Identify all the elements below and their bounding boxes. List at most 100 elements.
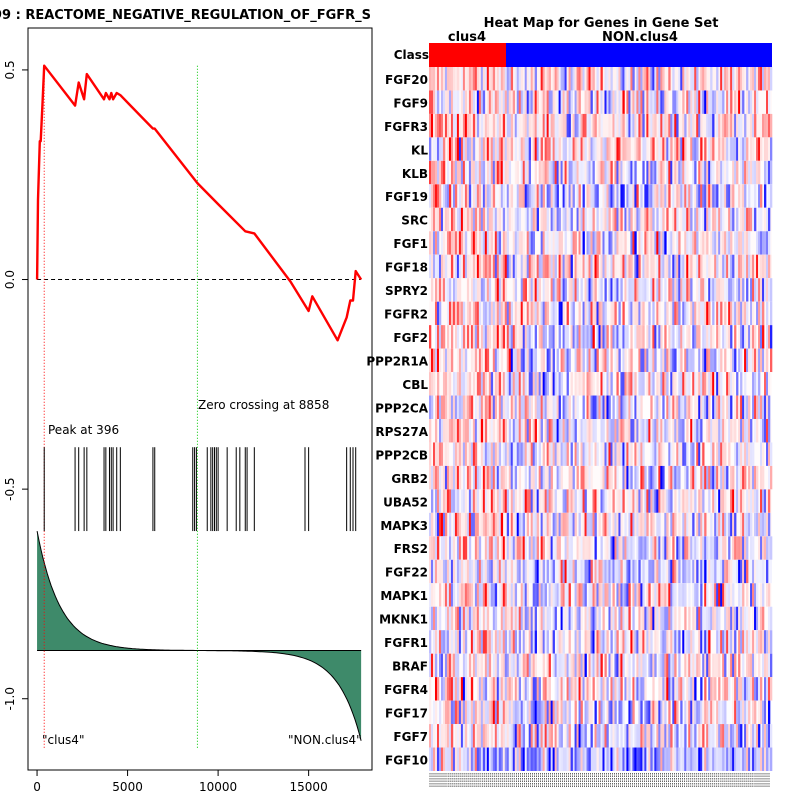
- heatmap-cell: [728, 90, 731, 114]
- heatmap-cell: [552, 160, 555, 185]
- heatmap-cell: [474, 583, 478, 607]
- heatmap-cell: [456, 606, 460, 631]
- heatmap-cell: [754, 254, 757, 279]
- heatmap-cell: [446, 677, 450, 701]
- heatmap-cell: [452, 278, 456, 302]
- heatmap-cell: [672, 442, 675, 466]
- heatmap-cell: [656, 559, 659, 584]
- gene-label: FGF19: [385, 190, 428, 204]
- heatmap-cell: [688, 559, 691, 584]
- heatmap-cell: [696, 512, 699, 537]
- heatmap-cell: [716, 747, 719, 771]
- heatmap-cell: [694, 90, 697, 114]
- heatmap-cell: [442, 700, 446, 725]
- heatmap-cell: [678, 442, 681, 466]
- heatmap-cell: [478, 677, 482, 701]
- heatmap-cell: [646, 325, 649, 349]
- heatmap-cell: [582, 160, 585, 185]
- heatmap-cell: [590, 160, 593, 185]
- heatmap-cell: [590, 630, 593, 654]
- heatmap-cell: [432, 606, 436, 631]
- heatmap-cell: [634, 231, 637, 255]
- heatmap-cell: [514, 442, 518, 466]
- heatmap-cell: [542, 700, 545, 725]
- heatmap-cell: [720, 700, 723, 725]
- heatmap-cell: [438, 559, 442, 584]
- heatmap-cell: [688, 583, 691, 607]
- heatmap-cell: [486, 395, 490, 419]
- heatmap-cell: [506, 606, 510, 631]
- heatmap-cell: [570, 184, 573, 208]
- heatmap-cell: [694, 160, 697, 185]
- heatmap-cell: [614, 325, 617, 349]
- heatmap-cell: [580, 207, 583, 232]
- heatmap-cell: [574, 630, 577, 654]
- heatmap-cell: [576, 325, 579, 349]
- heatmap-cell: [710, 160, 713, 185]
- heatmap-cell: [584, 536, 587, 560]
- heatmap-cell: [576, 747, 579, 771]
- heatmap-cell: [684, 465, 687, 490]
- heatmap-cell: [622, 254, 625, 279]
- heatmap-cell: [656, 90, 659, 114]
- gene-label: FGFR4: [384, 683, 428, 697]
- heatmap-cell: [642, 419, 645, 443]
- heatmap-cell: [534, 465, 537, 490]
- heatmap-cell: [690, 301, 693, 326]
- heatmap-cell: [460, 184, 464, 208]
- heatmap-cell: [534, 536, 537, 560]
- heatmap-cell: [666, 559, 669, 584]
- heatmap-cell: [452, 630, 456, 654]
- heatmap-cell: [608, 184, 611, 208]
- heatmap-cell: [594, 348, 597, 373]
- heatmap-cell: [694, 724, 697, 748]
- heatmap-cell: [632, 583, 635, 607]
- heatmap-cell: [664, 583, 667, 607]
- heatmap-cell: [624, 207, 627, 232]
- heatmap-cell: [652, 419, 655, 443]
- heatmap-cell: [754, 67, 757, 91]
- heatmap-cell: [490, 419, 494, 443]
- heatmap-cell: [472, 465, 476, 490]
- heatmap-cell: [726, 372, 729, 396]
- heatmap-cell: [530, 536, 533, 560]
- heatmap-cell: [586, 160, 589, 185]
- heatmap-cell: [624, 372, 627, 396]
- heatmap-cell: [676, 465, 679, 490]
- heatmap-cell: [766, 348, 769, 373]
- heatmap-cell: [638, 559, 641, 584]
- gene-label: FGF1: [393, 237, 428, 251]
- heatmap-cell: [622, 536, 625, 560]
- heatmap-cell: [744, 231, 747, 255]
- heatmap-cell: [736, 301, 739, 326]
- heatmap-cell: [630, 325, 633, 349]
- heatmap-cell: [714, 512, 717, 537]
- heatmap-cell: [710, 67, 713, 91]
- heatmap-cell: [442, 630, 446, 654]
- heatmap-cell: [762, 231, 765, 255]
- heatmap-cell: [546, 207, 549, 232]
- heatmap-cell: [738, 700, 741, 725]
- heatmap-row: [429, 278, 773, 302]
- heatmap-cell: [742, 395, 745, 419]
- heatmap-cell: [460, 137, 464, 161]
- heatmap-cell: [756, 348, 759, 373]
- heatmap-cell: [544, 278, 547, 302]
- heatmap-cell: [460, 536, 464, 560]
- heatmap-cell: [638, 231, 641, 255]
- heatmap-cell: [522, 442, 526, 466]
- heatmap-cell: [694, 465, 697, 490]
- heatmap-cell: [432, 700, 436, 725]
- heatmap-cell: [460, 160, 464, 185]
- heatmap-cell: [498, 160, 502, 185]
- heatmap-cell: [746, 160, 749, 185]
- heatmap-cell: [512, 489, 516, 513]
- heatmap-cell: [570, 653, 573, 678]
- heatmap-cell: [520, 231, 524, 255]
- heatmap-cell: [566, 677, 569, 701]
- heatmap-cell: [588, 606, 591, 631]
- heatmap-cell: [590, 724, 593, 748]
- heatmap-cell: [620, 559, 623, 584]
- heatmap-cell: [646, 700, 649, 725]
- heatmap-cell: [564, 113, 567, 138]
